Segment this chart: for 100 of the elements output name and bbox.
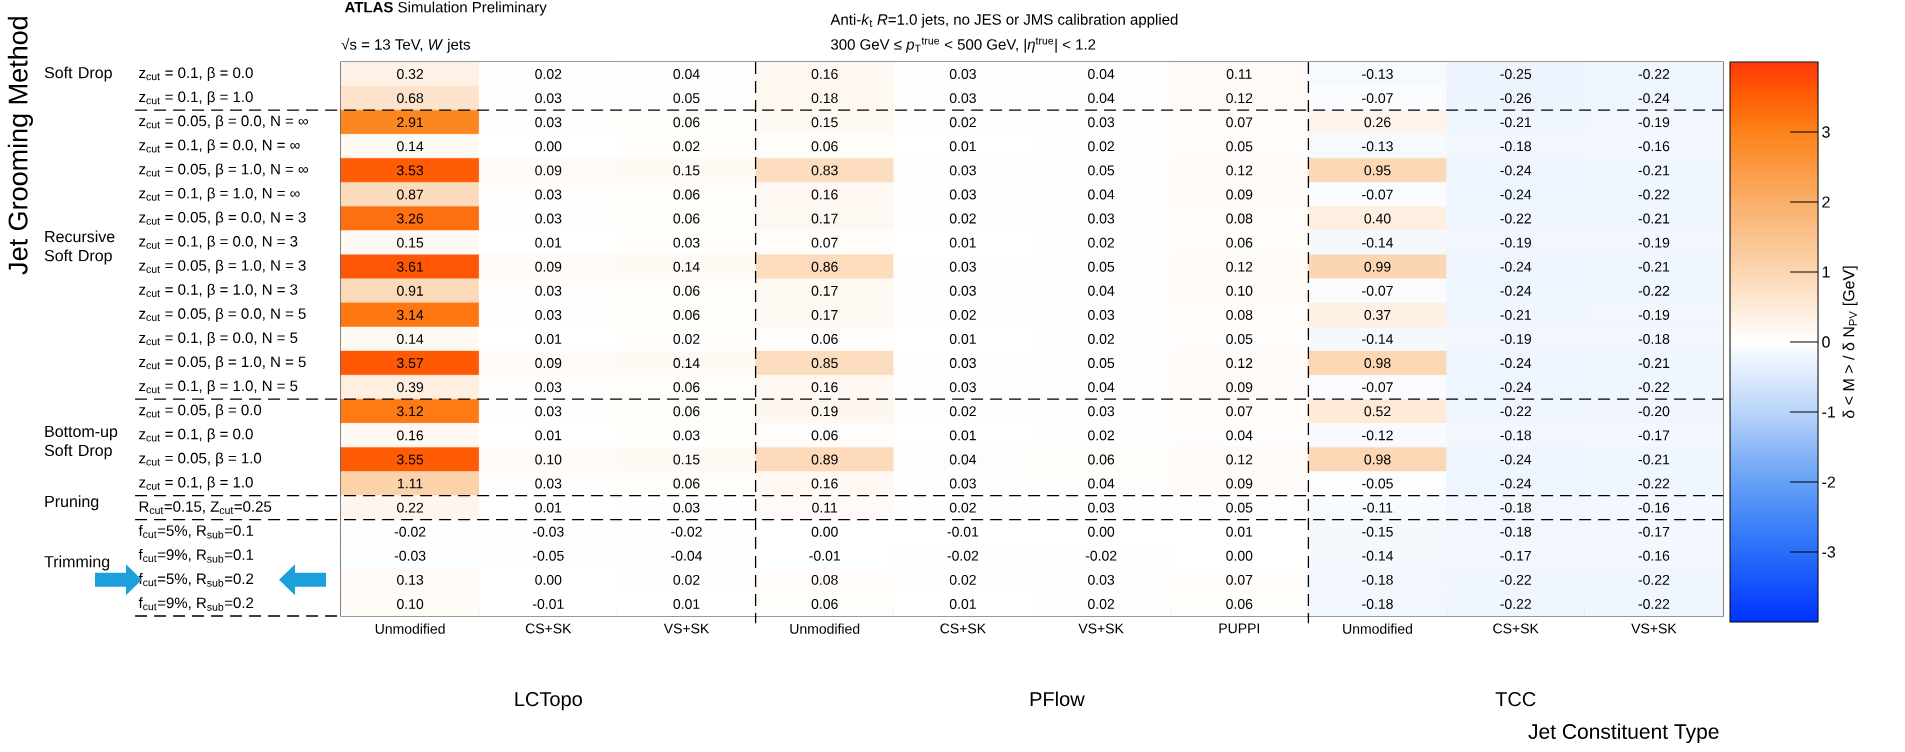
data-label: 0.01 [535,237,562,248]
text: Pruning [45,495,99,511]
data-label: -0.24 [1500,165,1532,176]
y-tick-label: z$_{cut}$ = 0.1, β = 0.0 [139,67,253,82]
data-label: -0.17 [1638,526,1670,537]
data-label: -0.05 [532,550,564,561]
text: Anti-k$_{t}$ R=1.0 jets, no JES or JMS calibration applied [830,13,1178,28]
x-tick-label: VS+SK [1078,623,1124,634]
y-tick-label: z$_{cut}$ = 0.1, β = 1.0, N = ∞ [139,187,300,202]
data-label: -0.02 [1085,550,1117,561]
data-label: -0.18 [1500,502,1532,513]
x-tick-label: PUPPI [1219,623,1260,634]
data-label: 0.08 [811,574,838,585]
data-label: -0.12 [1362,430,1393,441]
data-label: -0.17 [1500,550,1531,561]
data-label: 0.15 [811,117,838,128]
data-label: -0.13 [1362,141,1393,152]
y-tick-label: z$_{cut}$ = 0.05, β = 0.0, N = 3 [139,211,306,226]
data-label: -0.25 [1500,69,1532,79]
data-label: 0.03 [949,69,976,79]
data-label: 0.03 [673,502,700,513]
y-tick-label: f$_{cut}$=9%, R$_{sub}$=0.1 [138,548,254,563]
data-label: 0.03 [1088,117,1115,128]
data-label: 0.04 [1088,478,1115,489]
data-label: 0.19 [811,406,838,417]
data-label: -0.01 [947,526,979,537]
data-label: 0.03 [1088,574,1115,585]
x-tick-label: VS+SK [1631,623,1677,634]
color-bar-label: 3 [1822,126,1830,138]
data-label: -0.21 [1638,454,1670,465]
data-label: 0.02 [949,117,976,128]
y-tick-label: z$_{cut}$ = 0.05, β = 1.0, N = 3 [139,259,306,274]
data-label: -0.11 [1362,502,1393,513]
data-label: 0.15 [673,165,700,176]
data-label: 0.07 [1226,117,1253,128]
data-label: 0.02 [949,309,976,320]
data-label: 0.13 [397,574,424,585]
data-label: -0.07 [1362,382,1393,393]
data-label: -0.16 [1638,502,1670,513]
data-label: 0.95 [1364,165,1391,176]
data-label: -0.21 [1638,213,1670,224]
data-label: 0.00 [811,526,838,537]
data-label: 0.06 [673,117,700,128]
data-label: 0.09 [1226,478,1253,489]
data-label: -0.19 [1638,117,1670,128]
data-label: 0.12 [1226,93,1253,104]
data-label: 0.02 [1088,141,1115,152]
y-tick-label: z$_{cut}$ = 0.1, β = 0.0, N = 5 [139,332,298,346]
data-label: 0.03 [535,478,562,489]
data-label: -0.21 [1500,117,1531,128]
y-axis-title: Jet Grooming Method [7,17,33,275]
data-label: 0.17 [811,309,838,320]
data-label: 0.01 [1226,526,1253,537]
data-label: -0.16 [1638,550,1670,561]
data-label: 0.00 [535,574,562,585]
data-label: 0.03 [535,285,562,296]
data-label: 0.10 [1226,285,1253,296]
x-tick-label: CS+SK [1493,623,1539,634]
data-label: 0.03 [535,213,562,224]
data-label: 0.00 [1226,550,1253,561]
data-label: -0.16 [1638,141,1670,152]
data-label: 1.11 [398,478,423,489]
data-label: -0.02 [671,526,702,537]
data-label: -0.24 [1500,285,1532,296]
data-label: -0.24 [1500,189,1532,200]
data-label: -0.07 [1362,189,1393,200]
data-label: 3.53 [397,165,424,176]
data-label: 0.06 [811,141,838,152]
data-label: 0.03 [949,93,976,104]
data-label: -0.02 [394,526,426,537]
data-label: 0.87 [397,189,424,200]
data-label: 0.12 [1226,261,1253,272]
data-label: 0.10 [397,599,424,609]
data-label: 0.02 [673,334,700,344]
y-tick-label: z$_{cut}$ = 0.05, β = 1.0, N = 5 [139,356,306,371]
data-label: -0.03 [532,526,564,537]
data-label: 0.68 [397,93,424,104]
data-label: 0.09 [535,261,562,272]
data-label: -0.15 [1362,526,1393,537]
data-label: 0.03 [535,406,562,417]
data-label: 0.02 [949,213,976,224]
data-label: 3.14 [397,309,424,320]
data-label: 0.83 [811,165,838,176]
data-label: 0.09 [535,358,562,369]
data-label: 0.05 [1088,261,1115,272]
data-label: 0.04 [1088,189,1115,200]
data-label: 2.91 [397,117,424,128]
data-label: 0.16 [397,430,424,441]
data-label: 0.03 [1088,309,1115,320]
data-label: 0.91 [397,285,424,296]
data-label: -0.18 [1500,526,1532,537]
data-label: 0.03 [949,189,976,200]
data-label: 0.02 [1088,237,1115,248]
data-label: 0.00 [1088,526,1115,537]
y-tick-label: f$_{cut}$=9%, R$_{sub}$=0.2 [138,597,254,611]
data-label: 0.14 [397,141,424,152]
data-label: 0.06 [673,382,700,393]
data-label: 3.57 [397,358,424,369]
data-label: -0.22 [1638,478,1670,489]
data-label: 0.06 [1226,599,1253,609]
